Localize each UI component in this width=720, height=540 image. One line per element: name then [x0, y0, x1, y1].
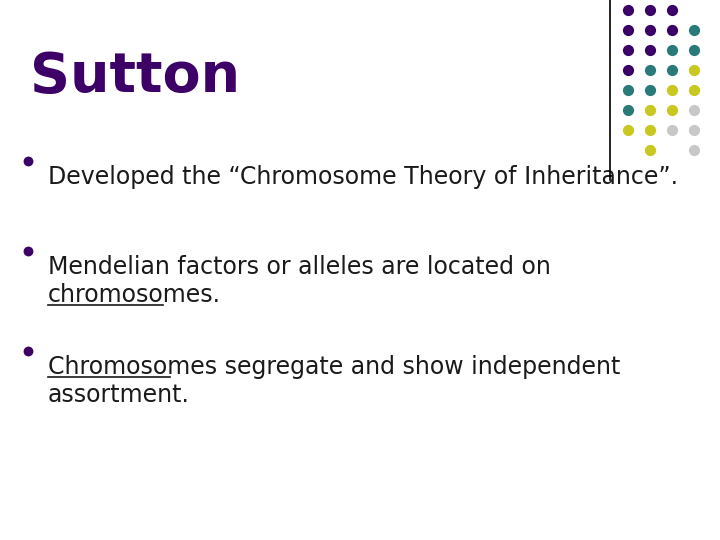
Point	[644, 126, 656, 134]
Point	[688, 86, 700, 94]
Point	[644, 66, 656, 75]
Point	[688, 126, 700, 134]
Point	[644, 46, 656, 55]
Point	[688, 106, 700, 114]
Text: Sutton: Sutton	[30, 50, 240, 104]
Text: assortment.: assortment.	[48, 383, 190, 407]
Point	[666, 26, 678, 35]
Point	[622, 106, 634, 114]
Point	[22, 347, 34, 355]
Point	[644, 26, 656, 35]
Point	[622, 46, 634, 55]
Point	[644, 86, 656, 94]
Text: chromosomes.: chromosomes.	[48, 283, 221, 307]
Point	[666, 126, 678, 134]
Point	[22, 247, 34, 255]
Text: Chromosomes segregate and show independent: Chromosomes segregate and show independe…	[48, 355, 621, 379]
Point	[622, 126, 634, 134]
Point	[666, 6, 678, 15]
Point	[688, 66, 700, 75]
Text: Developed the “Chromosome Theory of Inheritance”.: Developed the “Chromosome Theory of Inhe…	[48, 165, 678, 189]
Point	[644, 6, 656, 15]
Text: Mendelian factors or alleles are located on: Mendelian factors or alleles are located…	[48, 255, 551, 279]
Point	[644, 146, 656, 154]
Point	[622, 86, 634, 94]
Point	[22, 157, 34, 165]
Point	[688, 46, 700, 55]
Point	[666, 66, 678, 75]
Point	[622, 26, 634, 35]
Point	[622, 6, 634, 15]
Point	[644, 106, 656, 114]
Point	[666, 46, 678, 55]
Point	[688, 146, 700, 154]
Point	[666, 86, 678, 94]
Point	[688, 26, 700, 35]
Point	[622, 66, 634, 75]
Point	[666, 106, 678, 114]
